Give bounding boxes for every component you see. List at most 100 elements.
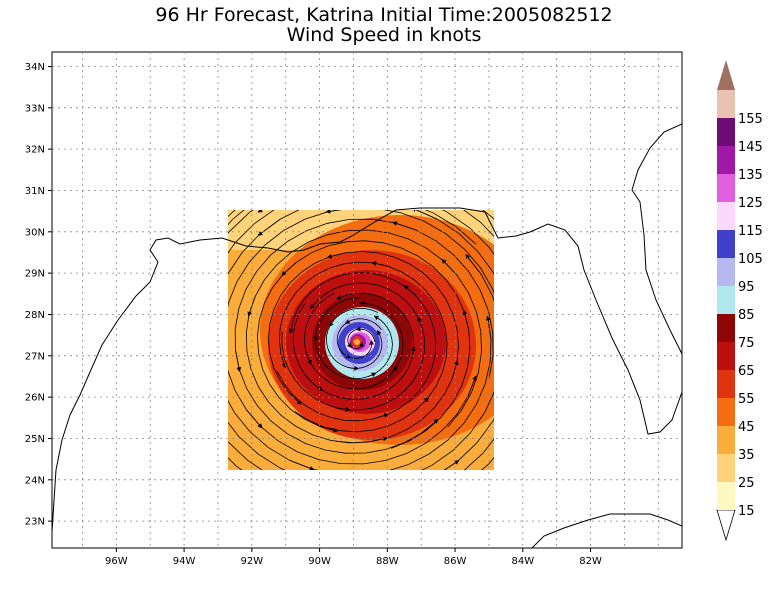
colorbar-swatch [717,482,735,510]
streamline-arrow [368,372,377,378]
wind-streamlines [228,210,494,470]
streamline [228,210,494,470]
streamline-arrow [372,413,389,420]
streamline-arrow [234,349,242,373]
lon-tick-label: 92W [241,556,264,567]
colorbar-swatch [717,314,735,342]
colorbar-swatch [717,370,735,398]
streamline [315,297,393,380]
colorbar-swatch [717,286,735,314]
colorbar-label: 65 [738,364,755,379]
lon-tick-label: 96W [105,556,128,567]
lat-tick-label: 26N [25,393,45,404]
streamline-arrow [417,316,424,330]
colorbar-label: 155 [738,112,763,127]
streamline-arrow [288,392,302,405]
streamline [347,328,376,350]
streamline [292,292,415,400]
streamline-arrow [346,342,352,349]
streamline-arrow [371,261,389,267]
streamline-arrow [245,409,263,429]
streamline-arrow [462,309,470,331]
streamline [281,282,426,411]
streamline-arrow [403,285,416,296]
colorbar-swatch [717,118,735,146]
colorbar-label: 85 [738,308,755,323]
streamline [228,210,494,470]
latitude-tick-labels: 34N 33N 32N 31N 30N 29N 28N 27N 26N 25N 24N 23N [25,62,52,528]
colorbar-swatch [717,146,735,174]
streamline-arrow [325,210,342,214]
streamline [228,210,492,470]
streamline-arrow [367,436,388,443]
lat-tick-label: 30N [25,227,45,238]
streamline-arrow [465,254,482,276]
streamline [234,218,494,454]
colorbar-label: 55 [738,392,755,407]
streamline-arrow [451,359,459,379]
streamline-arrow [485,315,492,340]
lat-tick-label: 27N [25,351,45,362]
lon-tick-label: 82W [579,556,602,567]
colorbar-label: 145 [738,140,763,155]
colorbar-swatch [717,454,735,482]
streamline [325,307,383,369]
streamline [228,210,494,465]
lat-tick-label: 32N [25,145,45,156]
streamline-arrow [344,319,351,324]
streamline-arrow [326,252,346,259]
lon-tick-label: 86W [444,556,467,567]
colorbar: 15 25 35 45 55 65 75 85 95 105 115 125 135 145 155 [716,60,763,542]
streamline [245,229,482,444]
streamline [278,261,448,433]
streamline-arrow [335,406,351,412]
colorbar-swatch [717,398,735,426]
streamline-arrow [288,320,294,334]
lat-lon-grid [52,52,682,548]
lon-tick-label: 84W [511,556,534,567]
lat-tick-label: 34N [25,62,45,73]
streamline-arrow [443,460,460,470]
lat-tick-label: 33N [25,103,45,114]
colorbar-swatch [717,342,735,370]
lat-tick-label: 29N [25,269,45,280]
longitude-tick-labels: 96W 94W 92W 90W 88W 86W 84W 82W [105,548,602,567]
lat-tick-label: 24N [25,475,45,486]
colorbar-bottom-triangle [716,509,736,542]
streamline-arrow [359,301,370,306]
colorbar-label: 25 [738,476,755,491]
streamline-arrow [415,397,429,411]
colorbar-swatch [717,202,735,230]
coastline [52,123,682,548]
lat-tick-label: 25N [25,434,45,445]
colorbar-swatch [717,230,735,258]
streamline-arrow [328,320,334,328]
colorbar-label: 35 [738,448,755,463]
streamline-arrow [467,375,477,397]
colorbar-swatch [717,258,735,286]
colorbar-swatch [717,90,735,118]
map-title: 96 Hr Forecast, Katrina Initial Time:200… [155,4,613,26]
colorbar-top-triangle [717,60,735,90]
lat-tick-label: 28N [25,310,45,321]
lon-tick-label: 90W [308,556,331,567]
colorbar-label: 15 [738,504,755,519]
streamline-arrow [281,262,297,276]
colorbar-label: 105 [738,252,763,267]
colorbar-label: 95 [738,280,755,295]
colorbar-label: 75 [738,336,755,351]
streamline [276,272,437,422]
lat-tick-label: 31N [25,186,45,197]
lat-tick-label: 23N [25,517,45,528]
streamline-arrow [313,331,319,342]
streamline-arrow [309,299,319,310]
streamline-arrow [319,425,338,433]
streamline-arrow [289,459,315,470]
streamline-arrow [336,294,347,300]
streamline [256,240,471,449]
streamline-arrow [373,315,381,321]
colorbar-label: 45 [738,420,755,435]
streamline-arrow [390,365,398,375]
streamline [303,292,404,390]
